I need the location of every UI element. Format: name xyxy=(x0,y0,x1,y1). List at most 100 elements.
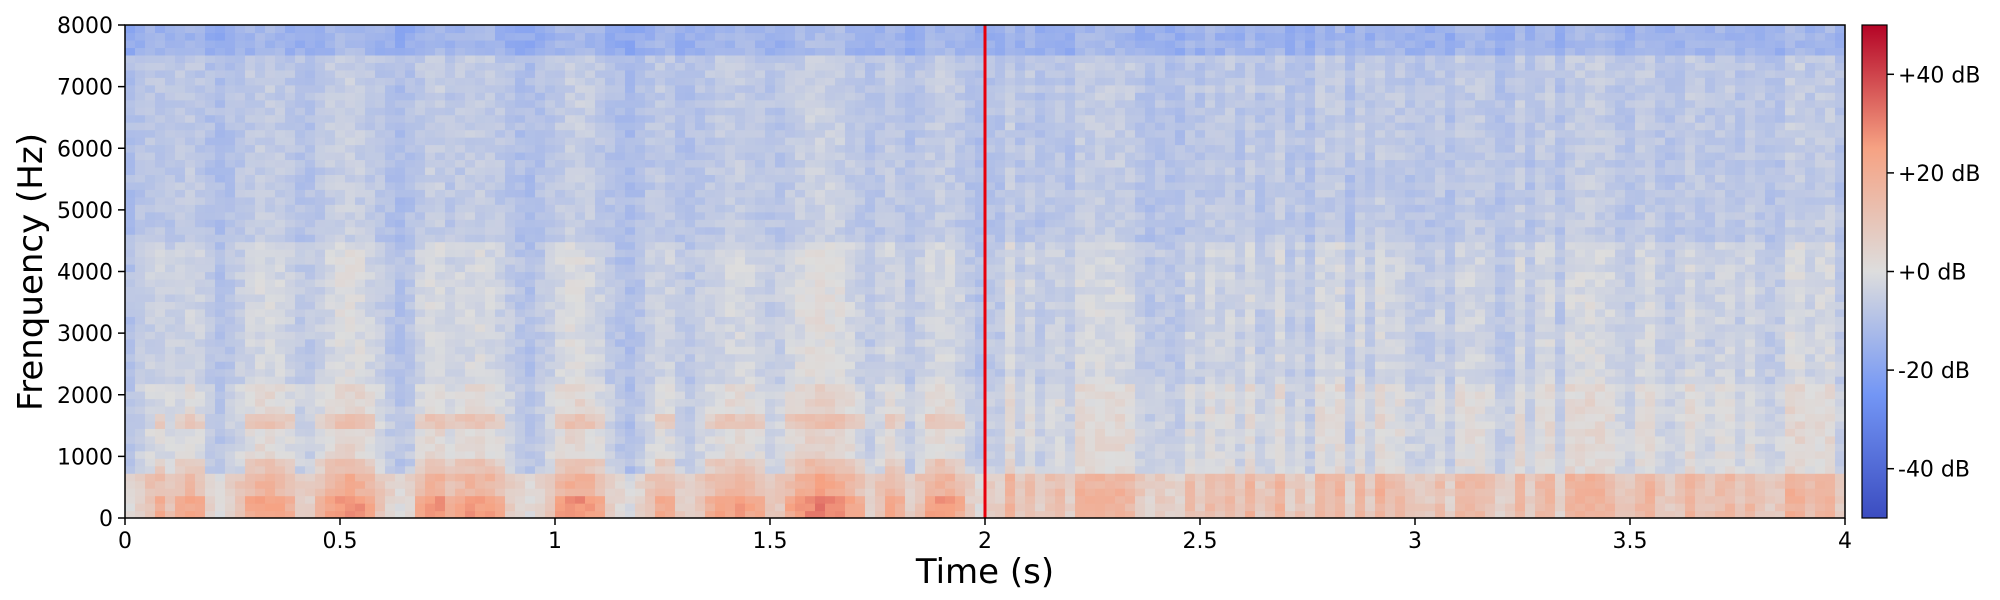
heatmap-cell xyxy=(225,189,236,198)
heatmap-cell xyxy=(505,107,516,116)
heatmap-cell xyxy=(285,480,296,489)
heatmap-cell xyxy=(355,62,366,71)
heatmap-cell xyxy=(395,278,406,288)
heatmap-cell xyxy=(355,174,366,183)
heatmap-cell xyxy=(315,196,326,205)
heatmap-cell xyxy=(825,84,836,93)
heatmap-cell xyxy=(165,503,176,512)
heatmap-cell xyxy=(595,278,606,288)
heatmap-cell xyxy=(775,151,786,161)
heatmap-cell xyxy=(415,211,426,220)
heatmap-cell xyxy=(385,256,396,265)
heatmap-cell xyxy=(865,32,876,41)
heatmap-cell xyxy=(725,465,736,474)
heatmap-cell xyxy=(865,204,876,213)
heatmap-cell xyxy=(815,450,826,459)
heatmap-cell xyxy=(295,465,306,474)
heatmap-cell xyxy=(395,204,406,213)
heatmap-cell xyxy=(505,488,516,497)
heatmap-cell xyxy=(705,473,716,482)
heatmap-cell xyxy=(455,473,466,482)
heatmap-cell xyxy=(415,398,426,407)
heatmap-cell xyxy=(545,226,556,235)
heatmap-cell xyxy=(525,144,536,153)
heatmap-cell xyxy=(575,264,586,273)
heatmap-cell xyxy=(705,353,716,362)
heatmap-cell xyxy=(625,286,636,295)
heatmap-cell xyxy=(295,413,306,422)
heatmap-cell xyxy=(795,174,806,183)
heatmap-cell xyxy=(695,465,706,474)
heatmap-cell xyxy=(685,219,696,228)
heatmap-cell xyxy=(585,473,596,482)
heatmap-cell xyxy=(245,196,256,205)
heatmap-cell xyxy=(355,420,366,429)
heatmap-cell xyxy=(125,107,136,116)
heatmap-cell xyxy=(275,129,286,138)
heatmap-cell xyxy=(285,338,296,347)
heatmap-cell xyxy=(825,226,836,235)
heatmap-cell xyxy=(725,503,736,512)
heatmap-cell xyxy=(655,62,666,71)
heatmap-cell xyxy=(615,383,626,392)
heatmap-cell xyxy=(505,361,516,370)
heatmap-cell xyxy=(125,301,136,310)
heatmap-cell xyxy=(795,353,806,362)
heatmap-cell xyxy=(615,503,626,512)
heatmap-cell xyxy=(565,293,576,302)
heatmap-cell xyxy=(805,338,816,347)
heatmap-cell xyxy=(595,39,606,49)
heatmap-cell xyxy=(255,144,266,153)
heatmap-cell xyxy=(325,331,336,340)
heatmap-cell xyxy=(585,458,596,467)
heatmap-cell xyxy=(855,249,866,258)
heatmap-cell xyxy=(375,368,386,377)
heatmap-cell xyxy=(655,219,666,228)
heatmap-cell xyxy=(835,122,846,131)
heatmap-cell xyxy=(735,443,746,452)
heatmap-cell xyxy=(425,107,436,116)
heatmap-cell xyxy=(735,405,746,415)
heatmap-cell xyxy=(195,286,206,295)
heatmap-cell xyxy=(605,368,616,377)
heatmap-cell xyxy=(125,256,136,265)
heatmap-cell xyxy=(545,428,556,437)
heatmap-cell xyxy=(755,137,766,146)
heatmap-cell xyxy=(655,271,666,280)
heatmap-cell xyxy=(185,503,196,512)
heatmap-cell xyxy=(865,316,876,325)
heatmap-cell xyxy=(745,338,756,347)
heatmap-cell xyxy=(875,204,886,213)
heatmap-cell xyxy=(415,137,426,146)
heatmap-cell xyxy=(845,219,856,228)
heatmap-cell xyxy=(635,383,646,392)
heatmap-cell xyxy=(405,92,416,101)
heatmap-cell xyxy=(455,264,466,273)
heatmap-cell xyxy=(465,107,476,116)
heatmap-cell xyxy=(415,316,426,325)
heatmap-cell xyxy=(545,458,556,467)
heatmap-cell xyxy=(175,69,186,78)
heatmap-cell xyxy=(295,450,306,459)
heatmap-cell xyxy=(505,256,516,265)
heatmap-cell xyxy=(395,249,406,258)
heatmap-cell xyxy=(495,361,506,370)
heatmap-cell xyxy=(275,428,286,437)
heatmap-cell xyxy=(715,361,726,370)
heatmap-cell xyxy=(395,47,406,56)
heatmap-cell xyxy=(695,69,706,78)
heatmap-cell xyxy=(575,226,586,235)
heatmap-cell xyxy=(645,316,656,325)
heatmap-cell xyxy=(165,159,176,168)
heatmap-cell xyxy=(795,122,806,131)
heatmap-cell xyxy=(185,159,196,168)
heatmap-cell xyxy=(225,181,236,190)
heatmap-cell xyxy=(505,122,516,131)
heatmap-cell xyxy=(455,361,466,370)
heatmap-cell xyxy=(445,151,456,161)
heatmap-cell xyxy=(705,286,716,295)
heatmap-cell xyxy=(545,391,556,400)
heatmap-cell xyxy=(155,413,166,422)
heatmap-cell xyxy=(555,256,566,265)
heatmap-cell xyxy=(725,480,736,489)
